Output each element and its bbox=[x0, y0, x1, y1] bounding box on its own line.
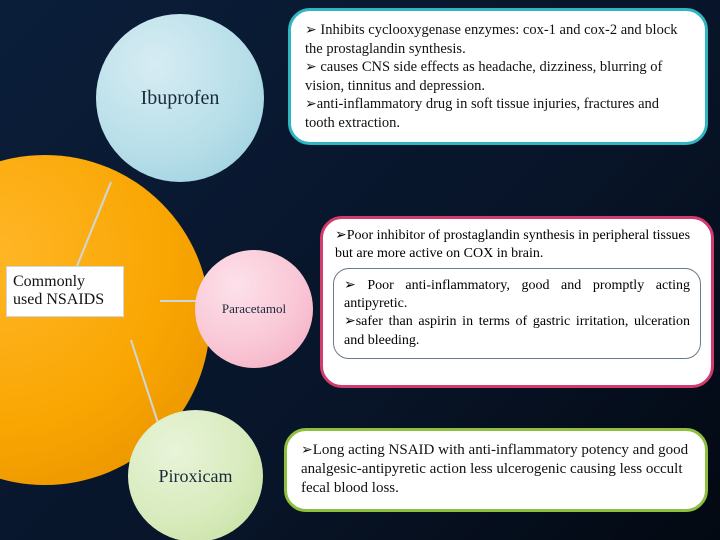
bullet-icon: ➢ bbox=[305, 21, 317, 37]
bullet-text: Poor inhibitor of prostaglandin synthesi… bbox=[335, 228, 690, 261]
bullet-text: Long acting NSAID with anti-inflammatory… bbox=[301, 442, 688, 496]
drug-node-ibuprofen: Ibuprofen bbox=[96, 14, 264, 182]
bullet-line: ➢ causes CNS side effects as headache, d… bbox=[305, 58, 691, 95]
drug-node-piroxicam: Piroxicam bbox=[128, 410, 263, 540]
bullet-icon: ➢ bbox=[301, 441, 313, 457]
drug-name: Piroxicam bbox=[159, 466, 233, 487]
bullet-line: ➢safer than aspirin in terms of gastric … bbox=[344, 313, 690, 349]
bullet-icon: ➢ bbox=[305, 95, 317, 111]
bullet-text: Poor anti-inflammatory, good and promptl… bbox=[344, 278, 690, 311]
info-para-bottom: ➢ Poor anti-inflammatory, good and promp… bbox=[333, 268, 701, 359]
bullet-text: causes CNS side effects as headache, diz… bbox=[305, 59, 662, 94]
bullet-line: ➢ Poor anti-inflammatory, good and promp… bbox=[344, 277, 690, 313]
bullet-icon: ➢ bbox=[344, 314, 356, 329]
info-box-ibuprofen: ➢ Inhibits cyclooxygenase enzymes: cox-1… bbox=[288, 8, 708, 145]
bullet-line: ➢Poor inhibitor of prostaglandin synthes… bbox=[335, 227, 699, 262]
hub-label-text: Commonly used NSAIDS bbox=[13, 273, 104, 308]
bullet-icon: ➢ bbox=[305, 58, 317, 74]
bullet-icon: ➢ bbox=[344, 278, 356, 293]
drug-name: Paracetamol bbox=[222, 301, 286, 317]
bullet-line: ➢anti-inflammatory drug in soft tissue i… bbox=[305, 95, 691, 132]
bullet-line: ➢ Inhibits cyclooxygenase enzymes: cox-1… bbox=[305, 21, 691, 58]
info-box-piroxicam: ➢Long acting NSAID with anti-inflammator… bbox=[284, 428, 708, 512]
bullet-text: anti-inflammatory drug in soft tissue in… bbox=[305, 96, 659, 131]
bullet-line: ➢Long acting NSAID with anti-inflammator… bbox=[301, 441, 691, 499]
bullet-text: safer than aspirin in terms of gastric i… bbox=[344, 314, 690, 347]
bullet-icon: ➢ bbox=[335, 228, 347, 243]
info-para-top: ➢Poor inhibitor of prostaglandin synthes… bbox=[323, 219, 711, 268]
drug-name: Ibuprofen bbox=[141, 87, 220, 110]
info-box-paracetamol: ➢Poor inhibitor of prostaglandin synthes… bbox=[320, 216, 714, 388]
drug-node-paracetamol: Paracetamol bbox=[195, 250, 313, 368]
bullet-text: Inhibits cyclooxygenase enzymes: cox-1 a… bbox=[305, 22, 678, 57]
hub-label: Commonly used NSAIDS bbox=[6, 266, 124, 317]
